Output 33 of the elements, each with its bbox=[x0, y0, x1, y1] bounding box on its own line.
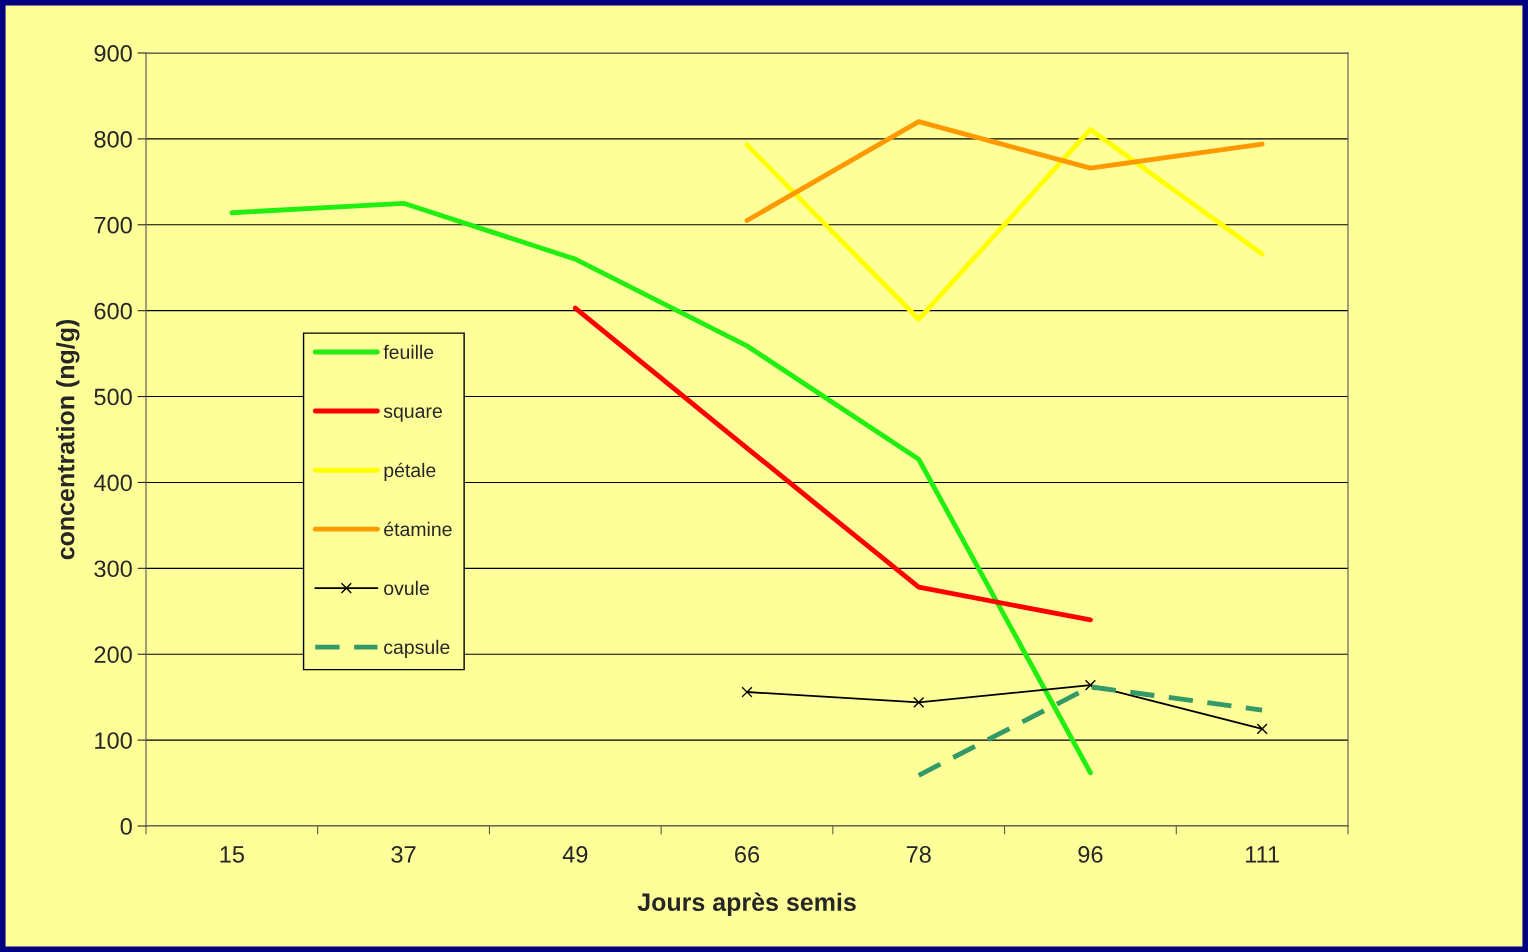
point bbox=[1256, 723, 1268, 735]
point bbox=[913, 696, 925, 708]
line-series bbox=[744, 119, 1265, 223]
x-tick-label: 37 bbox=[391, 846, 416, 863]
legend-label: capsule bbox=[384, 639, 450, 658]
y-tick-label: 400 bbox=[93, 474, 132, 492]
y-axis-title: concentration (ng/g) bbox=[56, 319, 80, 560]
legend-label: étamine bbox=[384, 521, 452, 537]
y-tick-label: 900 bbox=[94, 45, 132, 62]
y-tick-label: 600 bbox=[94, 302, 132, 320]
legend-label: pétale bbox=[384, 462, 436, 482]
y-tick-label: 0 bbox=[120, 818, 132, 835]
legend-label: ovule bbox=[384, 580, 429, 596]
x-axis-title: Jours après semis bbox=[637, 892, 856, 916]
point bbox=[741, 686, 753, 698]
line-series bbox=[744, 127, 1265, 322]
y-tick-label: 300 bbox=[94, 560, 132, 578]
point bbox=[1084, 679, 1096, 691]
line-series bbox=[572, 305, 1093, 623]
x-tick-label: 78 bbox=[906, 846, 931, 863]
x-tick-label: 111 bbox=[1245, 846, 1279, 863]
line-series bbox=[229, 200, 1093, 776]
x-tick-label: 15 bbox=[220, 846, 244, 863]
x-tick-label: 96 bbox=[1078, 846, 1103, 863]
legend-label: feuille bbox=[383, 344, 434, 360]
x-tick-label: 49 bbox=[562, 846, 588, 863]
legend-label: square bbox=[383, 407, 442, 422]
x-tick-label: 66 bbox=[735, 846, 760, 863]
y-tick-label: 800 bbox=[94, 130, 132, 148]
y-tick-label: 200 bbox=[94, 646, 132, 664]
y-tick-label: 700 bbox=[94, 216, 132, 234]
y-tick-label: 100 bbox=[95, 732, 132, 749]
y-tick-label: 500 bbox=[94, 388, 132, 406]
